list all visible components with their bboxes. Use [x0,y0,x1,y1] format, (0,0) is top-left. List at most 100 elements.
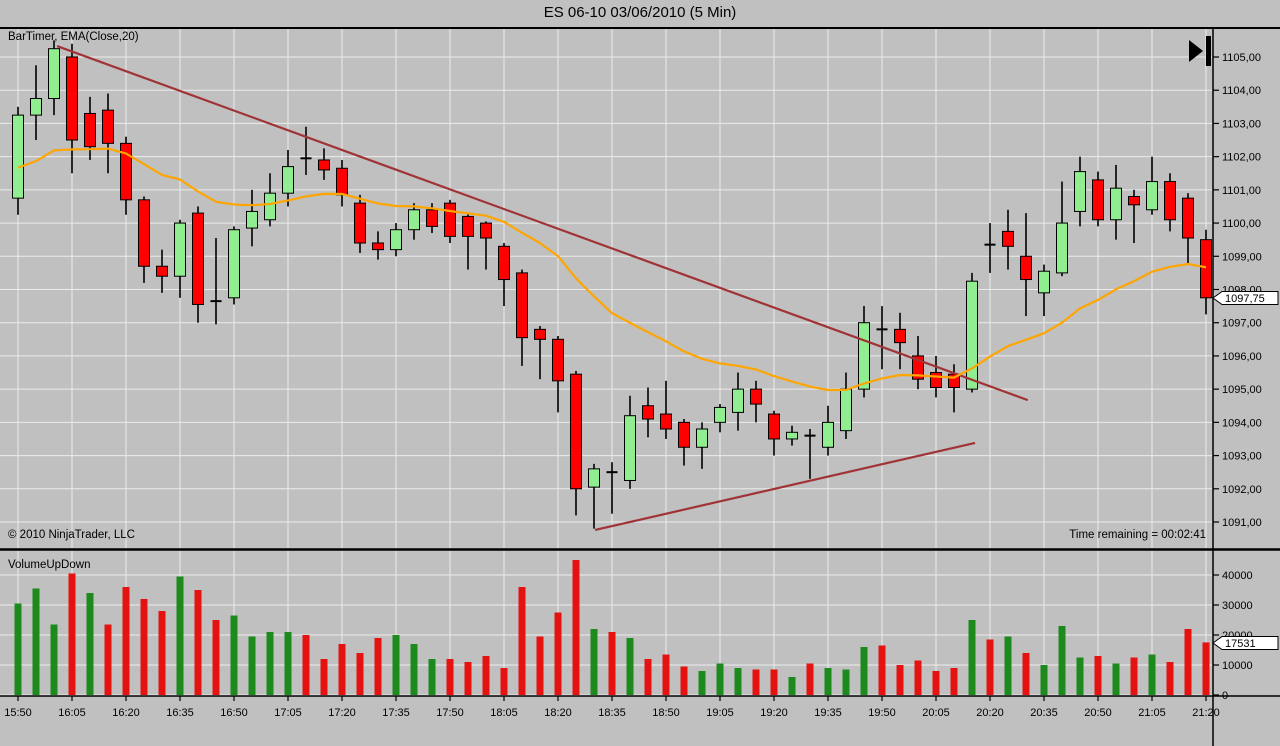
candle-body [174,222,186,277]
candle-body [930,372,942,388]
time-axis-label: 21:05 [1138,707,1166,719]
candle-body [714,406,726,423]
candle-body [444,202,456,237]
volume-bar [176,576,184,695]
volume-bar [752,669,760,695]
candle-body [912,355,924,380]
candle-body [156,265,168,277]
time-axis-label: 17:50 [436,707,464,719]
volume-bar [950,668,958,695]
candle-body [426,209,438,227]
volume-bar [698,671,706,695]
go-to-end-icon[interactable] [1189,36,1212,66]
price-axis-label: 1094,00 [1222,417,1262,429]
trend-line [594,441,976,532]
time-axis-label: 18:20 [544,707,572,719]
volume-bar [842,669,850,695]
volume-bar [680,666,688,695]
volume-bar [734,668,742,695]
volume-axis-label: 30000 [1222,600,1253,612]
candle-body [48,48,60,100]
chart-title: ES 06-10 03/06/2010 (5 Min) [543,4,737,21]
time-axis-label: 19:20 [760,707,788,719]
volume-axis-label: 40000 [1222,570,1253,582]
candle-body [228,229,240,299]
candle-body [768,413,780,440]
price-axis-label: 1105,00 [1222,52,1261,64]
time-axis-label: 20:20 [976,707,1004,719]
volume-bar [824,668,832,695]
price-axis-label: 1093,00 [1222,451,1262,463]
volume-bar [446,659,454,695]
time-axis-label: 20:50 [1084,707,1112,719]
volume-bar [1094,656,1102,695]
volume-bar [860,647,868,695]
candle-body [120,142,132,201]
price-axis-label: 1100,00 [1222,218,1261,230]
candle-body [570,373,582,490]
candle-body [102,109,114,144]
volume-bar [14,603,22,695]
volume-bar [248,636,256,695]
volume-bar [50,624,58,695]
time-axis-label: 18:35 [598,707,626,719]
price-axis-label: 1096,00 [1222,351,1262,363]
indicator-label: BarTimer, EMA(Close,20) [8,31,139,43]
price-axis-label: 1095,00 [1222,384,1262,396]
volume-bar [212,620,220,695]
volume-bar [122,587,130,695]
candle-body [138,199,150,267]
candle-body [1164,181,1176,221]
volume-bar [1076,657,1084,695]
candle-body [1038,270,1050,294]
candle-body [1092,179,1104,221]
candle-body [552,338,564,382]
candle-body [84,112,96,148]
volume-bar [986,639,994,695]
candle-body [786,431,798,440]
volume-bar [806,663,814,695]
play-triangle-icon [1189,40,1203,62]
volume-bar [572,560,580,695]
volume-bar [158,611,166,695]
candle-body [1128,195,1140,206]
volume-bar [932,671,940,695]
volume-bar [374,638,382,695]
time-axis-label: 19:50 [868,707,896,719]
price-axis-label: 1104,00 [1222,85,1261,97]
time-axis-label: 18:50 [652,707,680,719]
candle-body [858,322,870,390]
candle-body [1074,171,1086,212]
volume-bar [320,659,328,695]
volume-bar [32,588,40,695]
volume-bar [1202,642,1210,695]
candle-body [390,229,402,251]
time-axis-label: 16:50 [220,707,248,719]
time-axis-label: 21:20 [1192,707,1220,719]
volume-bar [608,632,616,695]
time-axis-label: 20:05 [922,707,950,719]
time-axis-label: 19:05 [706,707,734,719]
trend-line [56,45,1029,402]
candle-body [354,202,366,244]
bar-timer-label: Time remaining = 00:02:41 [1069,529,1206,541]
candle-body [588,468,600,488]
volume-bar [230,615,238,695]
volume-bar [356,653,364,695]
volume-bar [1058,626,1066,695]
price-axis-label: 1102,00 [1222,152,1261,164]
volume-badge-shape [1212,636,1279,650]
last-volume-marker: 17531 [1212,636,1279,650]
time-axis-label: 17:05 [274,707,302,719]
candle-body [1056,222,1068,274]
candle-body [534,328,546,340]
candle-body [840,388,852,432]
end-bar-icon [1206,36,1211,66]
volume-bar [914,660,922,695]
candle-body [66,56,78,141]
volume-bar [266,632,274,695]
volume-bar [536,636,544,695]
volume-bar [1022,653,1030,695]
candle-body [462,215,474,237]
